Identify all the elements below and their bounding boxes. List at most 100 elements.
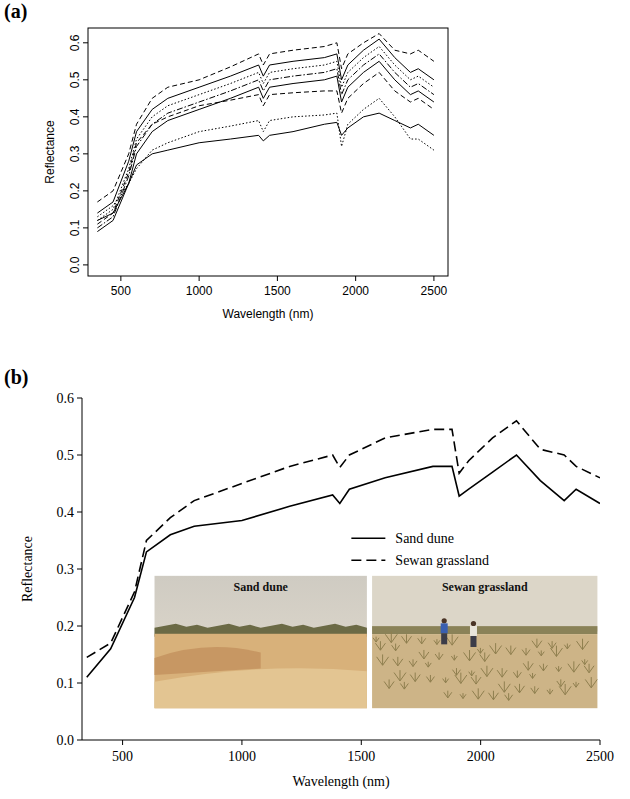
- photo-grass: [523, 661, 533, 670]
- photo-grass: [426, 675, 434, 682]
- series-line: [97, 39, 434, 213]
- photo-grass: [434, 639, 440, 644]
- inset-title: Sand dune: [234, 580, 289, 594]
- photo-grass: [425, 662, 431, 667]
- series-line: [97, 47, 434, 221]
- legend-swatch: [351, 559, 385, 561]
- y-tick-label: 0.2: [68, 182, 82, 199]
- photo-grass: [515, 684, 525, 693]
- y-tick-label: 0.2: [57, 619, 75, 634]
- series-line: [87, 455, 600, 677]
- photo-grass: [472, 688, 484, 699]
- x-tick-label: 2000: [467, 749, 495, 764]
- y-tick-label: 0.6: [57, 391, 75, 406]
- y-tick-label: 0.5: [57, 448, 75, 463]
- photo-grass: [547, 689, 553, 694]
- y-tick: [77, 569, 82, 570]
- y-tick: [77, 626, 82, 627]
- photo-grass: [392, 644, 400, 651]
- x-tick: [241, 740, 242, 745]
- y-tick: [83, 42, 88, 43]
- y-tick: [77, 683, 82, 684]
- y-tick-label: 0.0: [68, 256, 82, 273]
- y-tick: [83, 153, 88, 154]
- x-tick: [120, 276, 121, 281]
- photo-grass: [513, 671, 521, 678]
- photo-sand: [155, 634, 367, 708]
- x-axis-line: [82, 740, 600, 741]
- y-tick: [83, 116, 88, 117]
- x-tick-label: 1000: [186, 284, 213, 298]
- photo-person: [441, 623, 448, 633]
- x-tick-label: 1500: [264, 284, 291, 298]
- x-tick: [355, 276, 356, 281]
- plot-frame: [88, 28, 448, 276]
- x-tick: [199, 276, 200, 281]
- photo-grass: [384, 679, 394, 688]
- y-tick-label: 0.4: [57, 505, 75, 520]
- photo-grass: [377, 654, 389, 665]
- x-tick: [600, 740, 601, 745]
- photo-grass: [410, 673, 420, 682]
- photo-grass: [530, 673, 536, 678]
- photo-grass: [556, 666, 562, 671]
- y-axis-title: Reflectance: [20, 536, 35, 602]
- y-tick: [77, 512, 82, 513]
- series-line: [97, 72, 434, 224]
- photo-grass: [497, 668, 507, 677]
- photo-grass: [585, 677, 597, 688]
- x-axis-title: Wavelength (nm): [292, 774, 390, 790]
- inset-photo: Sand dune: [155, 576, 367, 708]
- photo-grass: [418, 637, 426, 644]
- photo-grass: [568, 661, 580, 672]
- photo-grass: [498, 681, 510, 692]
- photo-grass: [443, 677, 449, 682]
- inset-title: Sewan grassland: [442, 580, 528, 594]
- photo-grass: [469, 671, 475, 676]
- y-tick: [77, 455, 82, 456]
- photo-sky: [372, 576, 597, 632]
- legend-label: Sewan grassland: [395, 553, 489, 568]
- photo-grass: [584, 664, 594, 673]
- photo-sky: [155, 576, 367, 708]
- x-tick-label: 500: [111, 284, 131, 298]
- legend-swatch: [351, 537, 385, 539]
- photo-grass: [539, 664, 547, 671]
- photo-grass: [522, 648, 530, 655]
- y-tick-label: 0.6: [68, 34, 82, 51]
- photo-grass: [393, 657, 403, 666]
- x-tick: [433, 276, 434, 281]
- photo-grass: [550, 646, 562, 657]
- photo-grass: [564, 644, 570, 649]
- photo-grass: [538, 650, 544, 655]
- photo-grass: [373, 637, 379, 642]
- photo-grass: [559, 684, 571, 695]
- y-tick-label: 0.0: [57, 733, 75, 748]
- lines: [97, 34, 434, 232]
- photo-grass: [409, 659, 417, 666]
- panel-0: 50010001500200025000.00.10.20.30.40.50.6…: [4, 0, 448, 321]
- x-tick-label: 2000: [342, 284, 369, 298]
- y-tick: [83, 79, 88, 80]
- photo-grass: [481, 666, 493, 677]
- x-tick: [480, 740, 481, 745]
- figure: 50010001500200025000.00.10.20.30.40.50.6…: [0, 0, 630, 799]
- photo-grass: [451, 655, 457, 660]
- y-axis-title: Reflectance: [43, 120, 57, 184]
- x-tick-label: 1000: [228, 749, 256, 764]
- series-line: [97, 113, 434, 220]
- legend: Sand duneSewan grassland: [351, 531, 489, 568]
- photo-grass: [488, 691, 498, 700]
- x-tick: [361, 740, 362, 745]
- photo-grass: [471, 675, 481, 684]
- lines: [87, 421, 600, 678]
- photo-grass: [531, 686, 539, 693]
- y-tick-label: 0.1: [57, 676, 75, 691]
- series-line: [97, 98, 434, 216]
- panel-1: Sand duneSewan grassland5001000150020002…: [4, 366, 614, 790]
- photo-grass: [557, 679, 565, 686]
- photo-person: [470, 636, 476, 647]
- photo-person: [470, 626, 477, 636]
- photo-grass: [582, 659, 588, 664]
- x-tick-label: 500: [112, 749, 133, 764]
